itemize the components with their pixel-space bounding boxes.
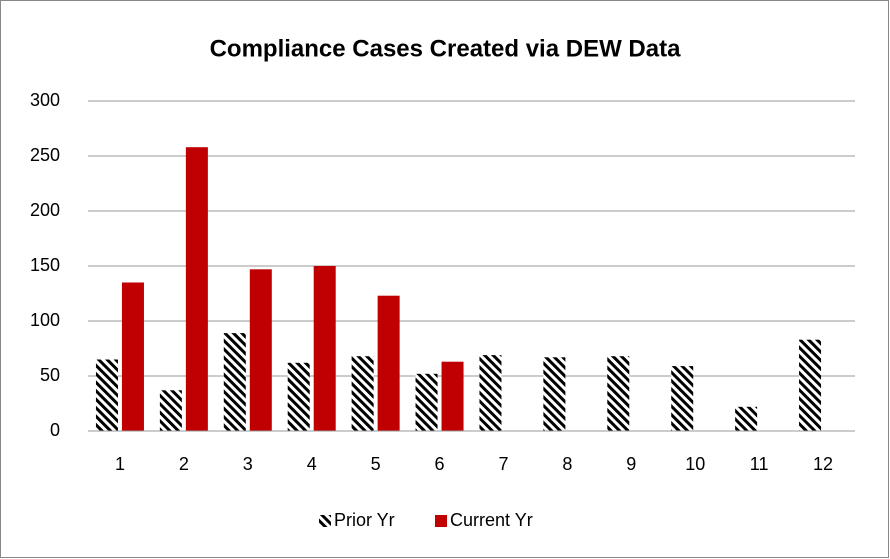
x-tick-label: 4 <box>307 454 317 474</box>
y-tick-label: 100 <box>30 310 60 330</box>
x-tick-label: 11 <box>750 454 769 474</box>
x-tick-label: 9 <box>626 454 636 474</box>
bar <box>185 147 208 431</box>
y-tick-label: 250 <box>30 145 60 165</box>
bar <box>415 373 438 431</box>
bar <box>479 355 502 431</box>
bar <box>799 339 822 431</box>
y-tick-label: 300 <box>30 90 60 110</box>
bar <box>223 333 246 431</box>
bar <box>313 266 336 431</box>
bar <box>735 406 758 431</box>
y-tick-label: 50 <box>40 365 60 385</box>
x-tick-label: 8 <box>562 454 572 474</box>
x-tick-label: 5 <box>371 454 381 474</box>
bar <box>159 390 182 431</box>
y-tick-label: 0 <box>50 420 60 440</box>
x-tick-label: 6 <box>435 454 445 474</box>
legend-label: Prior Yr <box>334 510 395 530</box>
bar <box>607 356 630 431</box>
chart-title: Compliance Cases Created via DEW Data <box>210 35 681 62</box>
x-tick-label: 12 <box>813 454 833 474</box>
bar <box>671 366 694 431</box>
bar <box>249 269 272 431</box>
y-tick-label: 200 <box>30 200 60 220</box>
x-tick-label: 7 <box>498 454 508 474</box>
bar <box>351 356 374 431</box>
legend-swatch <box>435 515 447 527</box>
y-tick-label: 150 <box>30 255 60 275</box>
x-tick-label: 10 <box>685 454 705 474</box>
x-tick-label: 1 <box>115 454 125 474</box>
x-tick-label: 2 <box>179 454 189 474</box>
legend-label: Current Yr <box>450 510 533 530</box>
legend-swatch <box>319 515 331 527</box>
x-tick-label: 3 <box>243 454 253 474</box>
bar <box>377 295 400 431</box>
bar <box>95 359 118 431</box>
bar <box>121 282 144 431</box>
bar <box>543 357 566 431</box>
bar <box>441 361 464 431</box>
bar <box>287 362 310 431</box>
